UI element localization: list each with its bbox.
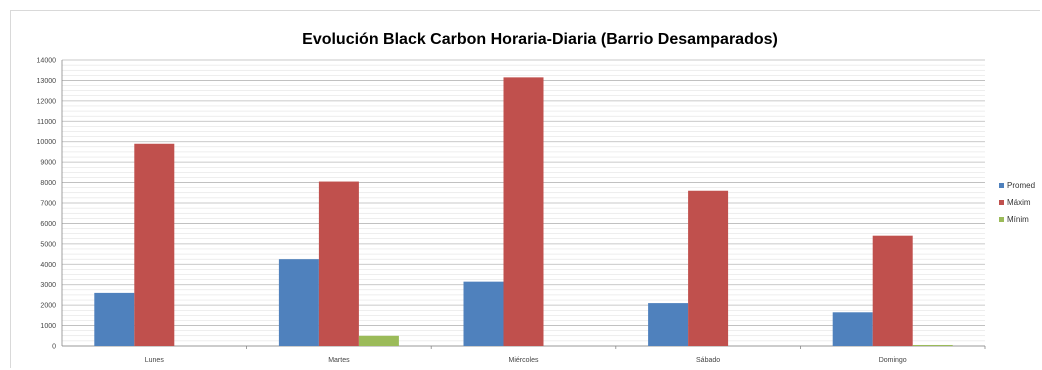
- x-category-label: Sábado: [696, 357, 720, 364]
- y-tick-label: 9000: [40, 160, 56, 167]
- bar-minimo: [912, 344, 953, 346]
- y-tick-label: 12000: [37, 98, 57, 105]
- y-tick-label: 11000: [37, 119, 56, 126]
- x-category-label: Martes: [328, 357, 350, 364]
- y-tick-label: 0: [52, 344, 56, 351]
- bar-promedio: [94, 292, 135, 346]
- y-tick-label: 1000: [40, 323, 56, 330]
- y-tick-label: 5000: [40, 241, 56, 248]
- bar-promedio: [648, 303, 689, 346]
- y-tick-label: 8000: [40, 180, 56, 187]
- legend: Promed Máxim Mínim: [999, 181, 1035, 224]
- legend-label: Mínim: [1007, 215, 1029, 224]
- bar-minimo: [358, 335, 399, 346]
- y-tick-label: 6000: [40, 221, 56, 228]
- y-tick-label: 14000: [37, 58, 57, 65]
- bar-promedio: [278, 259, 319, 346]
- legend-label: Máxim: [1007, 198, 1031, 207]
- chart-title: Evolución Black Carbon Horaria-Diaria (B…: [302, 31, 778, 48]
- bar-maximo: [503, 77, 544, 346]
- x-category-label: Domingo: [879, 357, 907, 364]
- bar-maximo: [872, 235, 913, 346]
- y-tick-label: 10000: [37, 139, 57, 146]
- y-tick-label: 7000: [40, 201, 56, 208]
- y-tick-label: 4000: [40, 262, 56, 269]
- x-axis-categories: Lunes Martes Miércoles Sábado Domingo: [145, 346, 986, 364]
- bar-promedio: [463, 281, 504, 346]
- x-category-label: Miércoles: [509, 357, 539, 364]
- y-tick-label: 3000: [40, 282, 56, 289]
- legend-label: Promed: [1007, 181, 1035, 190]
- bar-promedio: [832, 312, 873, 346]
- bar-maximo: [318, 181, 359, 346]
- y-tick-label: 13000: [37, 78, 57, 85]
- bar-maximo: [134, 143, 175, 346]
- legend-swatch: [999, 183, 1004, 188]
- y-tick-label: 2000: [40, 303, 56, 310]
- bars: [94, 77, 953, 346]
- x-category-label: Lunes: [145, 357, 165, 364]
- y-axis-ticks: 0 1000 2000 3000 4000 5000 6000 7000 8000 9000 100…: [37, 58, 57, 351]
- chart-frame: [10, 10, 1040, 368]
- bar-maximo: [688, 190, 729, 346]
- legend-swatch: [999, 200, 1004, 205]
- legend-swatch: [999, 217, 1004, 222]
